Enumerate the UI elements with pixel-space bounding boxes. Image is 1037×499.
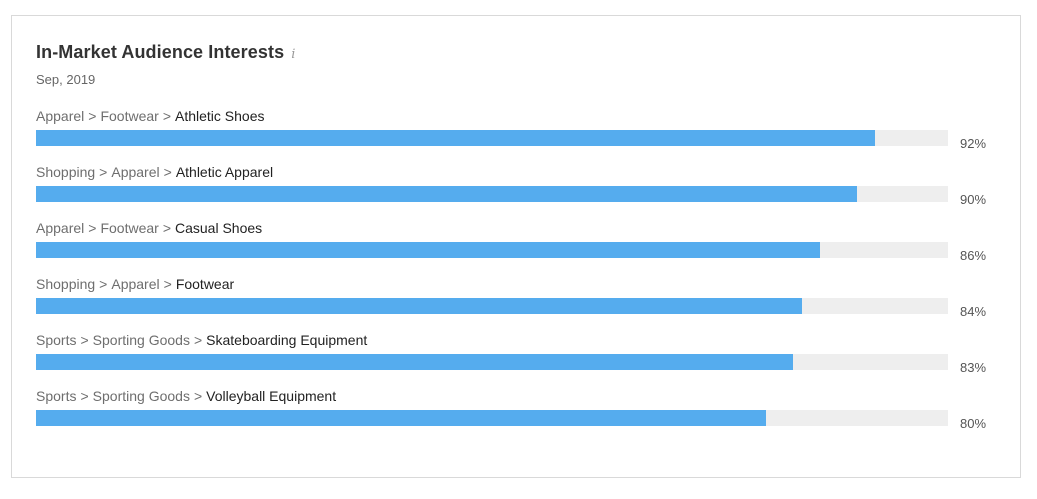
breadcrumb-separator: >: [193, 332, 203, 348]
interest-row: Sports > Sporting Goods > Volleyball Equipme…: [36, 386, 1011, 442]
interest-category-label: Shopping > Apparel > Athletic Apparel: [36, 164, 273, 180]
progress-track: [36, 354, 948, 370]
category-crumb: Shopping: [36, 164, 96, 180]
progress-fill: [36, 354, 793, 370]
interest-row: Shopping > Apparel > Footwear 84%: [36, 274, 1011, 330]
interest-category-label: Sports > Sporting Goods > Skateboarding Equi…: [36, 332, 367, 348]
progress-fill: [36, 186, 857, 202]
progress-fill: [36, 298, 802, 314]
interest-row: Shopping > Apparel > Athletic Apparel 90%: [36, 162, 1011, 218]
category-crumb: Apparel: [111, 164, 160, 180]
interest-row: Apparel > Footwear > Casual Shoes 86%: [36, 218, 1011, 274]
progress-fill: [36, 410, 766, 426]
interest-row: Sports > Sporting Goods > Skateboarding Equi…: [36, 330, 1011, 386]
category-leaf: Athletic Apparel: [175, 164, 274, 180]
interest-category-label: Shopping > Apparel > Footwear: [36, 276, 234, 292]
category-crumb: Apparel: [111, 276, 160, 292]
progress-track: [36, 410, 948, 426]
category-crumb: Apparel: [36, 220, 85, 236]
in-market-audience-card: In-Market Audience Interests i Sep, 2019…: [11, 15, 1021, 478]
category-crumb: Sporting Goods: [92, 332, 190, 348]
percentage-value: 83%: [960, 360, 987, 375]
breadcrumb-separator: >: [80, 388, 89, 404]
breadcrumb-separator: >: [88, 220, 97, 236]
category-crumb: Sports: [36, 332, 77, 348]
breadcrumb-separator: >: [88, 108, 97, 124]
category-leaf: Footwear: [175, 276, 235, 292]
progress-fill: [36, 130, 875, 146]
breadcrumb-separator: >: [193, 388, 203, 404]
category-crumb: Footwear: [100, 220, 159, 236]
percentage-value: 84%: [960, 304, 987, 319]
interest-row: Apparel > Footwear > Athletic Shoes 92%: [36, 106, 1011, 162]
progress-track: [36, 242, 948, 258]
category-crumb: Shopping: [36, 276, 96, 292]
percentage-value: 90%: [960, 192, 987, 207]
interest-category-label: Sports > Sporting Goods > Volleyball Equipme…: [36, 388, 336, 404]
breadcrumb-separator: >: [80, 332, 89, 348]
breadcrumb-separator: >: [99, 164, 108, 180]
category-leaf: Athletic Shoes: [175, 108, 265, 124]
progress-track: [36, 186, 948, 202]
category-crumb: Sports: [36, 388, 77, 404]
interest-category-label: Apparel > Footwear > Athletic Shoes: [36, 108, 265, 124]
card-header: In-Market Audience Interests i: [36, 42, 295, 63]
card-title: In-Market Audience Interests: [36, 42, 285, 62]
category-crumb: Footwear: [100, 108, 159, 124]
category-crumb: Sporting Goods: [92, 388, 190, 404]
category-crumb: Apparel: [36, 108, 85, 124]
breadcrumb-separator: >: [163, 164, 172, 180]
progress-fill: [36, 242, 820, 258]
date-label: Sep, 2019: [36, 72, 96, 87]
progress-track: [36, 130, 948, 146]
category-leaf: Skateboarding Equipment: [206, 332, 368, 348]
breadcrumb-separator: >: [162, 108, 171, 124]
info-icon[interactable]: i: [291, 47, 296, 62]
interest-category-label: Apparel > Footwear > Casual Shoes: [36, 220, 262, 236]
percentage-value: 92%: [960, 136, 987, 151]
breadcrumb-separator: >: [162, 220, 171, 236]
breadcrumb-separator: >: [163, 276, 172, 292]
percentage-value: 80%: [960, 416, 987, 431]
breadcrumb-separator: >: [99, 276, 108, 292]
progress-track: [36, 298, 948, 314]
category-leaf: Volleyball Equipment: [206, 388, 337, 404]
category-leaf: Casual Shoes: [175, 220, 263, 236]
interest-list: Apparel > Footwear > Athletic Shoes 92% Shoppi…: [36, 106, 1011, 442]
percentage-value: 86%: [960, 248, 987, 263]
